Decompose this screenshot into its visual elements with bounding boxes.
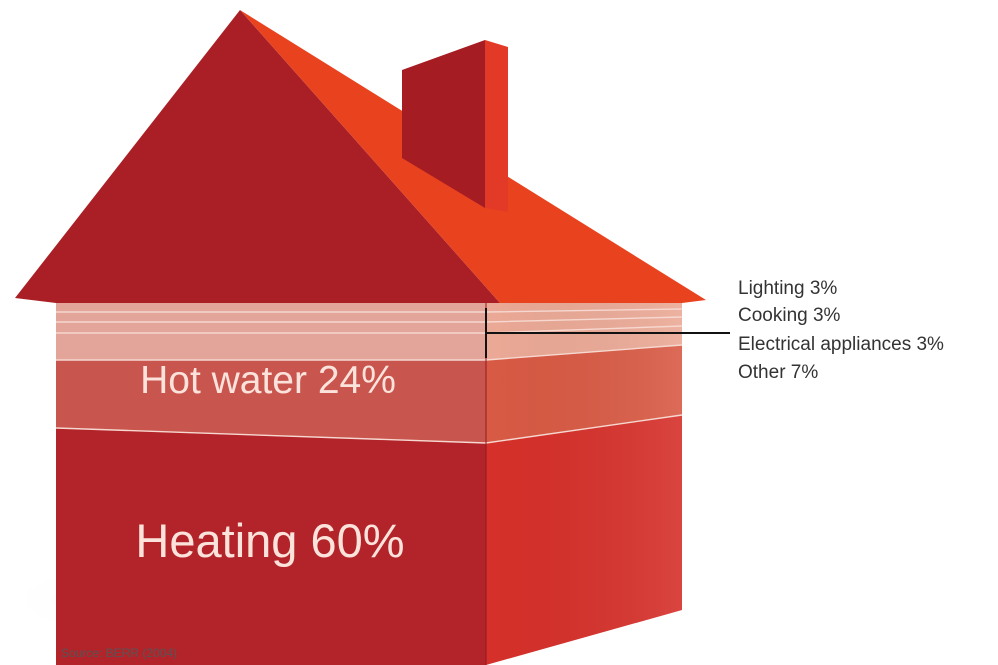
minor-bands-front <box>56 303 486 360</box>
legend-other: Other 7% <box>738 362 818 383</box>
legend-leader-line <box>485 308 730 358</box>
legend-lighting: Lighting 3% <box>738 278 837 299</box>
heating-label: Heating 60% <box>135 514 404 567</box>
source-note: Source: BERR (2004) <box>61 646 177 660</box>
legend-cooking: Cooking 3% <box>738 305 841 326</box>
chimney-side <box>485 40 508 212</box>
legend-electrical-appliances: Electrical appliances 3% <box>738 334 944 355</box>
hot-water-label: Hot water 24% <box>140 359 396 402</box>
hot-water-band-front <box>56 360 486 443</box>
chimney-front <box>402 40 485 208</box>
heating-band-front <box>56 428 486 665</box>
roof-front-gable <box>15 10 500 303</box>
side-shading <box>486 303 682 665</box>
